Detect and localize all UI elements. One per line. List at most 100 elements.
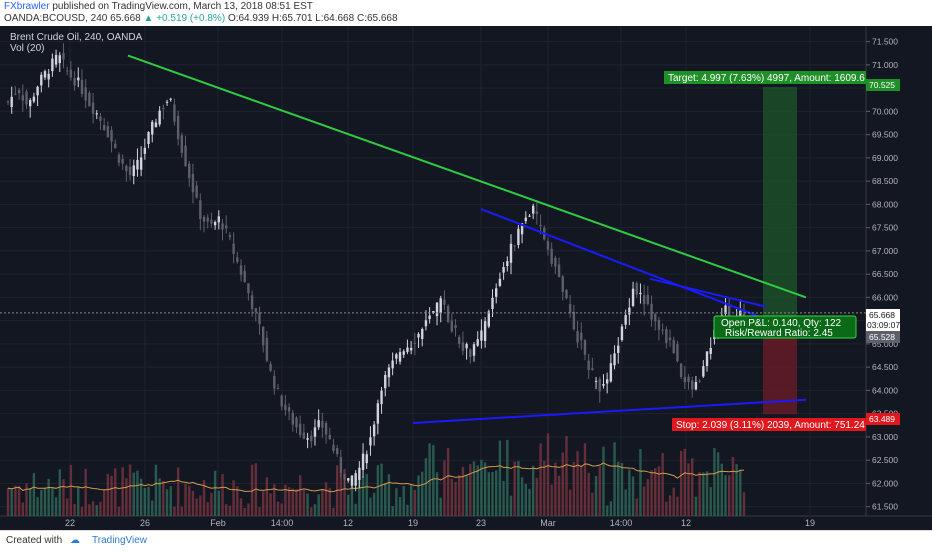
volume-bar bbox=[317, 494, 320, 516]
volume-bar bbox=[513, 461, 516, 516]
price-tick-label: 61.500 bbox=[872, 502, 898, 512]
candle-body bbox=[591, 368, 594, 370]
candle-body bbox=[65, 70, 69, 72]
target-label-bg bbox=[664, 71, 866, 84]
volume-bar bbox=[261, 491, 265, 516]
candle-body bbox=[520, 223, 524, 235]
candle-body bbox=[417, 333, 420, 338]
entry-price-tag: 65.528 bbox=[866, 331, 900, 343]
volume-bar bbox=[365, 473, 368, 516]
volume-bar bbox=[243, 507, 246, 516]
volume-bar bbox=[310, 507, 313, 516]
volume-bar bbox=[65, 498, 69, 516]
candle-body bbox=[202, 216, 206, 222]
candle-body bbox=[679, 363, 683, 378]
candle-body bbox=[358, 467, 361, 480]
stop-label-box[interactable]: Stop: 2.039 (3.11%) 2039, Amount: 751.24 bbox=[672, 418, 866, 431]
close-value: C:65.668 bbox=[356, 13, 398, 24]
volume-bar bbox=[51, 488, 54, 516]
candle-body bbox=[409, 347, 413, 351]
candle-body bbox=[210, 219, 213, 224]
time-tick-label: 23 bbox=[476, 518, 486, 528]
volume-bar bbox=[195, 498, 198, 516]
candle-body bbox=[17, 89, 21, 94]
volume-bar bbox=[176, 467, 180, 516]
volume-bar bbox=[295, 489, 298, 516]
candle-body bbox=[247, 283, 250, 294]
candle-body bbox=[158, 110, 161, 125]
author-link[interactable]: FXbrawler bbox=[4, 1, 50, 12]
trendline-blue bbox=[480, 208, 807, 336]
price-tick-label: 71.500 bbox=[872, 37, 898, 47]
volume-bar bbox=[206, 502, 209, 516]
candle-body bbox=[657, 319, 661, 330]
volume-bar bbox=[391, 506, 394, 516]
volume-bar bbox=[58, 469, 61, 516]
pnl-label-box[interactable]: Open P&L: 0.140, Qty: 122 Risk/Reward Ra… bbox=[713, 315, 857, 339]
candle-body bbox=[369, 437, 372, 446]
trendline-blue bbox=[649, 277, 767, 308]
price-tick-label: 68.500 bbox=[872, 176, 898, 186]
price-tick-label: 66.500 bbox=[872, 269, 898, 279]
volume-bar bbox=[720, 463, 724, 516]
volume-bar bbox=[328, 487, 331, 516]
tradingview-brand-link[interactable]: TradingView bbox=[92, 535, 148, 546]
volume-bar bbox=[620, 463, 624, 516]
candle-body bbox=[102, 125, 106, 130]
candle-body bbox=[458, 336, 461, 344]
candle-body bbox=[646, 294, 650, 305]
candle-body bbox=[668, 337, 672, 341]
volume-bar bbox=[709, 486, 712, 516]
price-tick-label: 65.000 bbox=[872, 339, 898, 349]
volume-bar bbox=[228, 505, 232, 516]
candle-body bbox=[480, 330, 483, 341]
volume-bar bbox=[380, 463, 383, 516]
candle-body bbox=[413, 342, 417, 344]
candle-body bbox=[676, 344, 679, 362]
price-tick-label: 62.500 bbox=[872, 455, 898, 465]
candle-body bbox=[339, 457, 343, 473]
candle-body bbox=[335, 448, 339, 455]
price-chart[interactable]: 61.50062.00062.50063.00063.50064.00064.5… bbox=[0, 26, 932, 530]
volume-bar bbox=[672, 487, 675, 516]
grid-lines bbox=[0, 26, 866, 516]
volume-bar bbox=[361, 476, 365, 516]
candle-body bbox=[324, 422, 328, 435]
volume-bar bbox=[147, 486, 150, 516]
volume-bar bbox=[54, 497, 58, 516]
volume-bar bbox=[543, 460, 546, 516]
volume-bar bbox=[280, 503, 283, 516]
candle-body bbox=[328, 434, 331, 439]
current-price-text: 65.668 bbox=[869, 310, 895, 320]
volume-bar bbox=[424, 458, 428, 516]
candle-body bbox=[332, 444, 335, 451]
volume-bar bbox=[480, 459, 483, 516]
candle-body bbox=[561, 276, 564, 292]
legend-title: Brent Crude Oil, 240, OANDA bbox=[10, 32, 143, 43]
volume-bar bbox=[324, 482, 328, 516]
volume-bar bbox=[384, 482, 387, 516]
candle-body bbox=[391, 360, 394, 369]
candle-body bbox=[184, 145, 187, 167]
candle-body bbox=[661, 329, 664, 331]
candle-body bbox=[269, 364, 272, 371]
candle-body bbox=[395, 354, 398, 359]
candle-body bbox=[147, 131, 150, 144]
candle-body bbox=[594, 380, 598, 382]
target-price-tag: 70.525 bbox=[866, 79, 900, 91]
candle-body bbox=[698, 380, 701, 382]
candle-body bbox=[372, 424, 376, 437]
candle-body bbox=[443, 299, 446, 305]
pnl-label-bg bbox=[713, 315, 857, 339]
candle-body bbox=[195, 185, 198, 198]
target-label-box[interactable]: Target: 4.997 (7.63%) 4997, Amount: 1609… bbox=[664, 71, 866, 84]
time-tick-label: 12 bbox=[343, 518, 353, 528]
volume-bar bbox=[287, 487, 291, 516]
price-tick-label: 71.000 bbox=[872, 60, 898, 70]
trendlines[interactable] bbox=[127, 54, 807, 424]
symbol-label: OANDA:BCOUSD, 240 bbox=[4, 13, 108, 24]
target-zone bbox=[763, 86, 797, 320]
volume-bar bbox=[650, 470, 653, 516]
candle-body bbox=[476, 339, 479, 346]
volume-bar bbox=[742, 492, 746, 516]
